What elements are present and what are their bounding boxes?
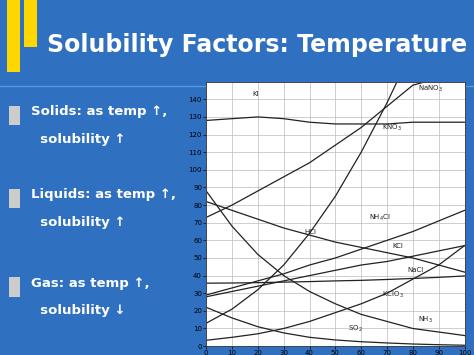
- Text: solubility ↓: solubility ↓: [31, 304, 125, 317]
- Bar: [7, 20, 20, 47]
- Text: KNO$_3$: KNO$_3$: [382, 122, 402, 132]
- Text: Liquids: as temp ↑,: Liquids: as temp ↑,: [31, 188, 176, 201]
- Bar: [24, 0, 37, 22]
- Text: KI: KI: [253, 91, 259, 97]
- Text: HCl: HCl: [304, 229, 316, 235]
- Text: KCl: KCl: [392, 242, 403, 248]
- Text: KClO$_3$: KClO$_3$: [382, 290, 403, 300]
- Text: Gas: as temp ↑,: Gas: as temp ↑,: [31, 277, 149, 290]
- Bar: [7, 44, 20, 72]
- Text: NaNO$_3$: NaNO$_3$: [418, 84, 443, 94]
- Text: NaCl: NaCl: [408, 267, 424, 273]
- Text: Solubility Factors: Temperature: Solubility Factors: Temperature: [47, 33, 467, 57]
- Text: SO$_2$: SO$_2$: [348, 323, 363, 334]
- Bar: [9, 278, 20, 297]
- Text: NH$_4$Cl: NH$_4$Cl: [369, 212, 391, 223]
- Text: solubility ↑: solubility ↑: [31, 215, 125, 229]
- Text: NH$_3$: NH$_3$: [418, 315, 433, 325]
- Text: Solids: as temp ↑,: Solids: as temp ↑,: [31, 105, 167, 118]
- Bar: [9, 106, 20, 125]
- Bar: [9, 189, 20, 208]
- Bar: [7, 0, 20, 22]
- Bar: [24, 20, 37, 47]
- Text: solubility ↑: solubility ↑: [31, 132, 125, 146]
